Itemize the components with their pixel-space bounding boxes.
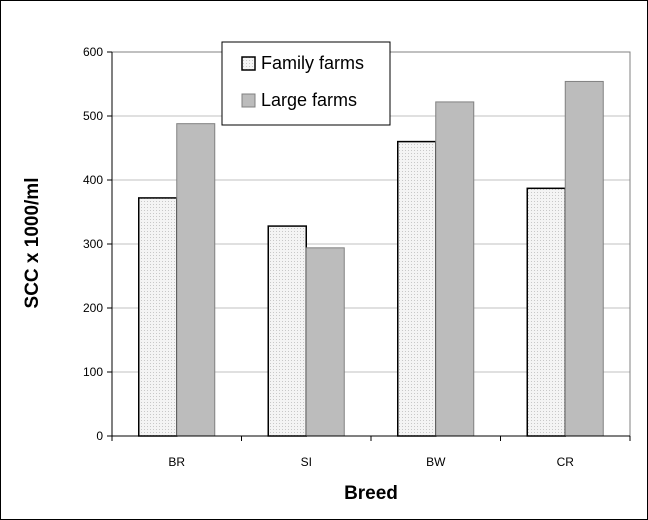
- x-tick-label: BW: [426, 455, 446, 469]
- y-tick-label: 400: [83, 173, 103, 187]
- x-tick-label: CR: [557, 455, 575, 469]
- y-tick-label: 500: [83, 109, 103, 123]
- bar-family-farms-cr: [526, 187, 566, 437]
- y-tick-label: 100: [83, 365, 103, 379]
- legend-swatch-family-farms: [241, 56, 256, 71]
- bar-family-farms-si: [267, 225, 307, 437]
- y-tick-label: 600: [83, 45, 103, 59]
- bar-large-farms-bw: [435, 101, 475, 437]
- x-tick-label: BR: [168, 455, 185, 469]
- bar-family-farms-br: [138, 197, 178, 437]
- bar-family-farms-bw: [397, 140, 437, 437]
- bars: [138, 80, 604, 437]
- legend-label-large-farms: Large farms: [261, 90, 357, 110]
- y-tick-label: 200: [83, 301, 103, 315]
- x-tick-label: SI: [301, 455, 312, 469]
- x-tick-labels: BR SI BW CR: [168, 455, 574, 469]
- y-tick-labels: 0 100 200 300 400 500 600: [83, 45, 103, 443]
- legend-swatch-large-farms: [241, 93, 256, 108]
- legend-box: [221, 41, 391, 126]
- bar-large-farms-br: [176, 123, 216, 437]
- y-tick-label: 300: [83, 237, 103, 251]
- axes: [107, 51, 631, 441]
- legend-label-family-farms: Family farms: [261, 53, 364, 73]
- y-tick-label: 0: [96, 429, 103, 443]
- x-axis-title: Breed: [344, 483, 398, 504]
- bar-large-farms-cr: [564, 80, 604, 437]
- bar-large-farms-si: [305, 247, 345, 437]
- legend: Family farms Large farms: [221, 41, 391, 126]
- y-axis-title: SCC x 1000/ml: [22, 178, 43, 309]
